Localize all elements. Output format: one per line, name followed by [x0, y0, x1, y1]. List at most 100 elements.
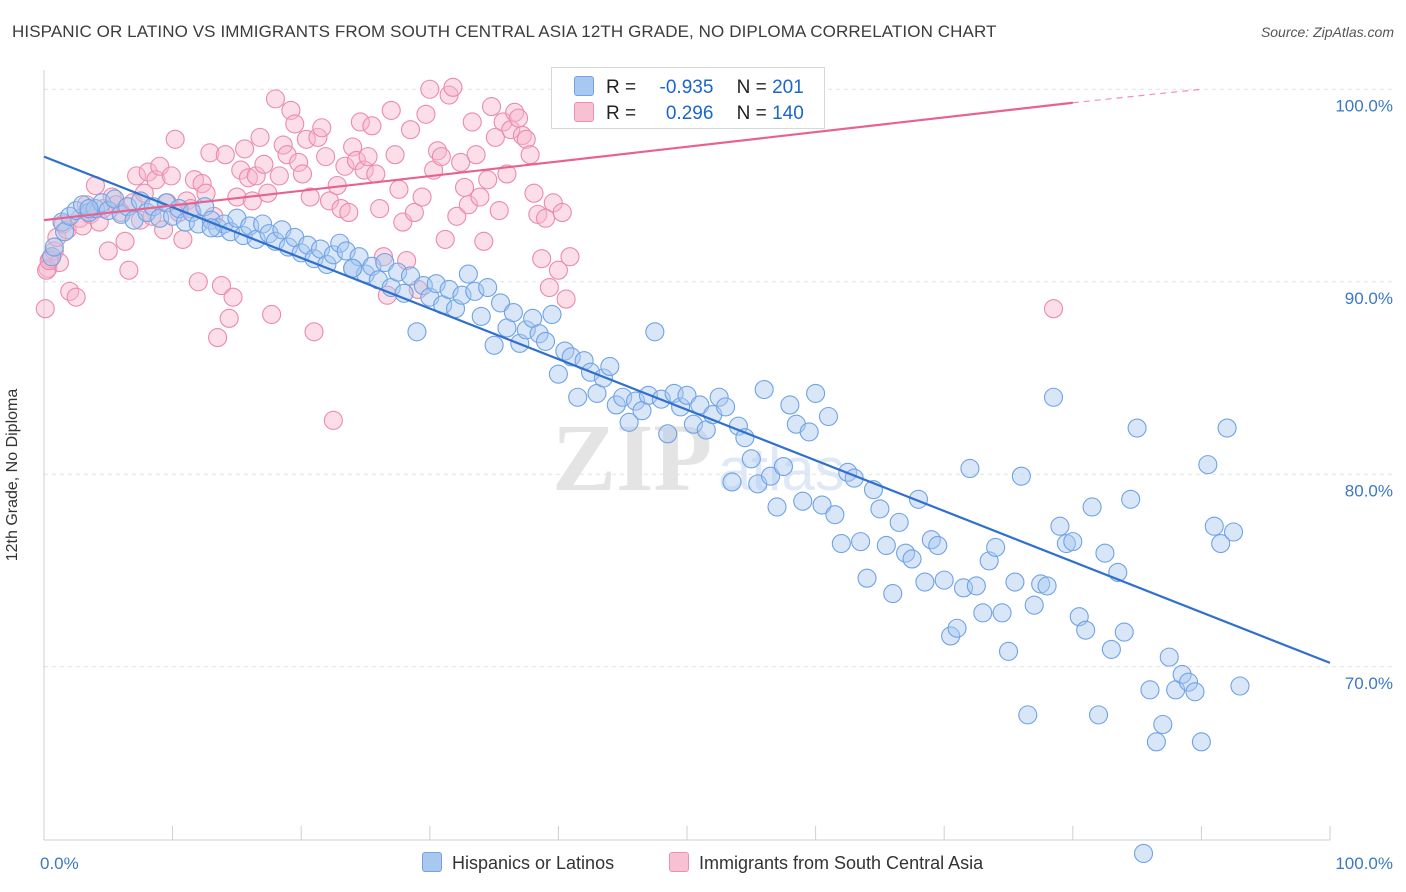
- legend-swatch-pink: [669, 852, 689, 872]
- data-point: [98, 241, 118, 261]
- r-label: R =: [606, 77, 637, 98]
- axes: [43, 70, 1331, 841]
- data-point: [269, 166, 289, 186]
- data-point: [552, 202, 572, 222]
- data-point: [250, 127, 270, 147]
- data-point: [1101, 639, 1121, 659]
- data-point: [1095, 543, 1115, 563]
- data-point: [1056, 533, 1076, 554]
- trend-lines: [43, 88, 1331, 664]
- r-value: -0.935: [659, 77, 714, 98]
- data-point: [568, 387, 588, 407]
- data-point: [350, 112, 370, 132]
- data-point: [799, 422, 819, 442]
- data-point: [490, 293, 511, 313]
- data-point: [358, 147, 378, 167]
- data-point: [1198, 455, 1218, 475]
- data-point: [55, 222, 75, 242]
- watermark: ZIP atlas: [552, 404, 845, 511]
- data-point: [1224, 522, 1244, 542]
- data-point: [130, 210, 150, 230]
- data-point: [1204, 516, 1224, 536]
- data-point: [323, 410, 343, 430]
- data-point: [1037, 576, 1057, 596]
- data-point: [1133, 843, 1154, 864]
- data-point: [466, 145, 486, 165]
- data-point: [722, 472, 742, 492]
- data-point: [754, 379, 774, 400]
- data-point: [529, 324, 549, 344]
- data-point: [427, 141, 448, 161]
- data-point: [883, 584, 903, 604]
- data-point: [484, 335, 504, 355]
- data-point: [400, 266, 421, 286]
- data-point: [115, 231, 135, 251]
- data-point: [366, 164, 386, 184]
- y-tick-label: 80.0%: [1345, 481, 1393, 500]
- tick-labels: 100.0% 90.0% 80.0% 70.0% 0.0% 100.0%: [40, 96, 1393, 873]
- data-point: [219, 308, 239, 328]
- data-point: [431, 147, 451, 167]
- data-point: [516, 129, 536, 149]
- data-point: [188, 272, 208, 292]
- data-point: [173, 229, 193, 249]
- data-point: [870, 499, 890, 519]
- data-point: [165, 129, 185, 149]
- data-point: [161, 166, 181, 186]
- data-point: [1127, 418, 1147, 438]
- data-point: [362, 116, 382, 136]
- data-point: [1217, 418, 1237, 438]
- data-point: [516, 320, 536, 340]
- stats-legend: R = -0.935 N = 201 R = 0.296 N = 140: [551, 67, 825, 129]
- data-point: [934, 570, 954, 590]
- data-point: [300, 187, 320, 207]
- data-point: [915, 572, 935, 592]
- data-point: [339, 202, 359, 222]
- data-point: [138, 162, 158, 182]
- data-point: [304, 322, 324, 342]
- data-point: [497, 164, 517, 184]
- data-point: [818, 406, 839, 427]
- data-point: [458, 195, 478, 215]
- data-point: [947, 618, 967, 638]
- data-point: [1140, 680, 1160, 700]
- data-point: [316, 147, 336, 167]
- data-point: [285, 114, 305, 134]
- data-point: [375, 252, 395, 273]
- data-point: [535, 208, 556, 228]
- data-point: [458, 264, 478, 284]
- data-point: [489, 200, 509, 221]
- watermark-zip: ZIP: [552, 404, 712, 511]
- data-point: [246, 166, 266, 186]
- n-value: 201: [772, 77, 804, 98]
- data-point: [1005, 572, 1025, 592]
- data-point: [277, 145, 297, 165]
- data-point: [319, 191, 340, 211]
- data-point: [806, 383, 826, 403]
- data-point: [451, 152, 471, 172]
- data-point: [407, 322, 427, 342]
- data-point: [1153, 714, 1173, 735]
- x-tick-label: 100.0%: [1335, 854, 1393, 873]
- data-point: [508, 108, 529, 128]
- data-point: [211, 276, 232, 296]
- data-point: [265, 89, 286, 109]
- data-point: [346, 150, 367, 171]
- legend-item-hispanics[interactable]: Hispanics or Latinos: [422, 852, 614, 874]
- y-tick-label: 70.0%: [1345, 674, 1393, 693]
- data-point: [349, 247, 369, 267]
- data-point: [986, 537, 1006, 557]
- data-point: [330, 233, 350, 253]
- data-point: [259, 224, 279, 244]
- data-point: [481, 97, 502, 117]
- data-point: [474, 231, 494, 251]
- legend-item-immigrants[interactable]: Immigrants from South Central Asia: [669, 852, 983, 874]
- y-tick-label: 100.0%: [1335, 96, 1393, 115]
- data-point: [1082, 497, 1102, 517]
- data-point: [683, 414, 703, 434]
- data-point: [677, 385, 697, 405]
- data-point: [761, 466, 781, 486]
- data-point: [35, 299, 55, 319]
- data-point: [454, 177, 475, 197]
- data-point: [560, 247, 580, 267]
